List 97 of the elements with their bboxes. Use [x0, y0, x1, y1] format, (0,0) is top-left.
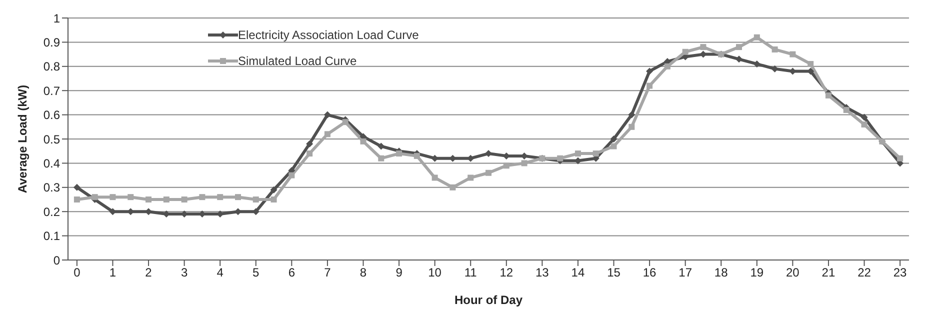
x-tick-label: 14	[571, 266, 585, 280]
point	[378, 155, 384, 162]
point	[736, 44, 742, 50]
point	[574, 150, 581, 157]
point	[306, 140, 314, 148]
point	[396, 150, 402, 157]
point	[628, 111, 636, 118]
point	[825, 92, 832, 98]
x-tick-label: 17	[678, 266, 692, 280]
point	[754, 34, 760, 40]
x-tick-label: 10	[428, 266, 442, 280]
point	[181, 196, 188, 202]
x-tick-label: 11	[464, 266, 478, 280]
point	[234, 194, 241, 200]
x-tick-label: 22	[858, 266, 872, 280]
x-tick-label: 1	[109, 266, 116, 280]
point	[110, 194, 116, 200]
point	[700, 44, 706, 50]
point	[217, 194, 224, 200]
x-tick-label: 23	[893, 266, 908, 280]
y-tick-label: 0.9	[43, 35, 60, 50]
point	[163, 196, 170, 202]
x-tick-label: 20	[786, 266, 800, 280]
point	[646, 68, 654, 75]
point	[897, 155, 904, 162]
y-tick-label: 0.6	[43, 108, 60, 122]
point	[146, 196, 152, 202]
x-tick-label: 15	[607, 266, 621, 280]
point	[73, 184, 80, 191]
x-tick-label: 2	[145, 266, 152, 280]
point	[664, 63, 670, 70]
point	[486, 170, 492, 176]
point	[450, 184, 456, 190]
point	[467, 154, 474, 162]
x-tick-label: 16	[642, 266, 657, 280]
point	[199, 194, 206, 200]
legend-label: Electricity Association Load Curve	[238, 27, 419, 44]
point	[772, 46, 778, 52]
point	[843, 106, 850, 113]
y-tick-label: 0.7	[43, 84, 60, 98]
point	[861, 121, 868, 128]
point	[378, 142, 385, 150]
point	[270, 196, 277, 202]
point	[270, 186, 278, 194]
point	[324, 131, 330, 138]
point	[503, 162, 510, 169]
point	[628, 124, 635, 130]
x-tick-label: 4	[216, 266, 224, 280]
point	[74, 196, 80, 202]
point	[288, 172, 295, 178]
point	[610, 143, 617, 150]
x-tick-label: 19	[750, 266, 764, 280]
y-tick-label: 0.5	[43, 132, 60, 146]
point	[252, 196, 259, 202]
x-tick-label: 8	[360, 266, 367, 280]
point	[468, 174, 474, 181]
point	[324, 111, 331, 118]
x-tick-label: 3	[180, 266, 188, 280]
y-axis-title: Average Load (kW)	[15, 84, 30, 194]
point	[790, 51, 796, 58]
point	[771, 65, 778, 72]
point	[306, 150, 313, 157]
point	[610, 136, 618, 142]
point	[92, 194, 98, 200]
point	[646, 82, 653, 89]
x-axis-title: Hour of Day	[454, 293, 523, 307]
y-tick-label: 0	[53, 253, 60, 268]
y-tick-label: 0.4	[43, 156, 60, 170]
x-tick-label: 0	[74, 266, 81, 280]
point	[808, 60, 814, 67]
x-tick-label: 9	[396, 266, 403, 280]
x-tick-label: 7	[324, 266, 332, 280]
y-tick-label: 1	[53, 11, 60, 26]
point	[360, 138, 366, 144]
x-tick-label: 6	[288, 266, 296, 280]
x-tick-label: 12	[500, 266, 514, 280]
point	[753, 60, 760, 68]
point	[432, 174, 438, 181]
legend-label: Simulated Load Curve	[238, 53, 357, 70]
point	[592, 150, 599, 157]
point	[342, 119, 348, 126]
x-tick-label: 21	[822, 266, 836, 280]
point	[414, 152, 420, 159]
point	[682, 48, 688, 55]
x-tick-label: 18	[714, 266, 728, 280]
point	[860, 114, 868, 121]
x-tick-label: 13	[536, 266, 550, 280]
point	[557, 155, 564, 162]
point	[128, 194, 134, 200]
x-tick-label: 5	[252, 266, 260, 280]
y-tick-label: 0.3	[43, 180, 60, 195]
y-tick-label: 0.8	[43, 60, 60, 74]
point	[485, 150, 492, 158]
point	[521, 160, 528, 166]
point	[736, 56, 743, 63]
y-tick-label: 0.2	[43, 204, 60, 219]
y-tick-label: 0.1	[43, 229, 60, 244]
